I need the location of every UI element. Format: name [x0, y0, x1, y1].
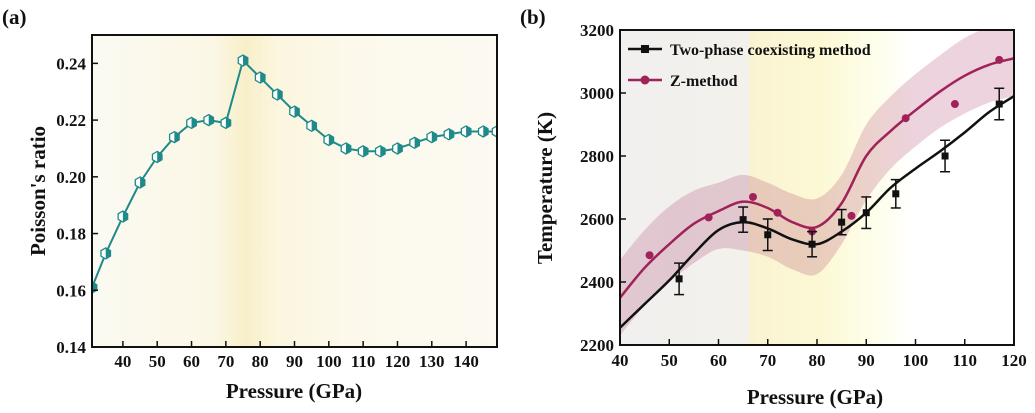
panel-b-y-tick-label: 2800	[580, 147, 614, 166]
z-method-data-point	[901, 114, 910, 123]
legend-label-two-phase: Two-phase coexisting method	[670, 42, 871, 59]
panel-a-x-tick-label: 40	[114, 352, 131, 371]
panel-a-data-point	[340, 142, 352, 155]
panel-b-x-tick-label: 50	[661, 351, 678, 370]
legend-label-z-method: Z-method	[670, 73, 738, 90]
panel-a-data-point	[392, 142, 403, 155]
panel-b-x-tick-label: 60	[710, 351, 727, 370]
panel-a-data-point	[254, 71, 266, 84]
panel-a: 40 50 60 70 80 90 100 110 120 130 140 0.14 0.16 0.18 0…	[2, 5, 498, 403]
panel-a-x-tick-label: 100	[316, 352, 342, 371]
panel-a-x-axis-label: Pressure (GPa)	[226, 379, 362, 403]
two-phase-data-point	[674, 262, 685, 296]
two-phase-data-point	[836, 208, 847, 236]
panel-a-data-point	[443, 128, 455, 141]
two-phase-fit-curve	[620, 95, 1014, 329]
panel-a-ticks: 40 50 60 70 80 90 100 110 120 130 140 0.14 0.16 0.18 0…	[56, 54, 479, 371]
panel-a-data-point	[168, 130, 180, 144]
panel-a-x-tick-label: 50	[149, 352, 166, 371]
two-phase-data-point	[807, 230, 818, 258]
panel-a-y-tick-label: 0.22	[56, 111, 86, 130]
panel-a-data-point	[289, 105, 300, 118]
panel-b-y-tick-label: 3200	[580, 21, 614, 40]
panel-a-label: (a)	[2, 5, 27, 29]
legend-item-two-phase: Two-phase coexisting method	[628, 42, 871, 59]
panel-a-data-point	[237, 54, 249, 67]
panel-a-x-tick-label: 90	[286, 352, 303, 371]
z-method-confidence-band	[620, 30, 1014, 336]
panel-b-x-tick-label: 110	[952, 351, 977, 370]
panel-a-data-point	[409, 136, 421, 150]
panel-b: 40 50 60 70 80 90 100 110 120 2200 2400 2600 2800 300…	[520, 5, 1027, 409]
panel-a-data-point	[357, 145, 369, 158]
panel-b-ticks: 40 50 60 70 80 90 100 110 120 2200 2400 2600 2800 300…	[580, 21, 1027, 370]
z-method-data-point	[704, 213, 713, 222]
panel-b-x-tick-label: 80	[809, 351, 826, 370]
panel-b-x-tick-label: 120	[1001, 351, 1027, 370]
panel-a-y-tick-label: 0.16	[56, 281, 86, 300]
panel-a-x-tick-label: 130	[419, 352, 445, 371]
panel-b-x-tick-label: 40	[612, 351, 629, 370]
panel-a-data-point	[100, 247, 112, 260]
z-method-data-point	[748, 192, 757, 201]
panel-a-data-point	[186, 116, 197, 130]
panel-a-data-point	[203, 113, 215, 127]
panel-b-label: (b)	[520, 5, 546, 29]
panel-b-background	[620, 30, 1014, 345]
panel-a-data-point	[491, 125, 497, 138]
z-method-data-point	[950, 100, 959, 109]
panel-a-data-point	[460, 125, 472, 138]
z-method-data-point	[995, 55, 1004, 64]
panel-a-y-axis-label: Poisson's ratio	[26, 126, 50, 256]
panel-b-x-axis-label: Pressure (GPa)	[747, 385, 883, 409]
panel-a-y-tick-label: 0.14	[56, 338, 86, 357]
z-method-data-point	[773, 208, 782, 217]
panel-b-legend: Two-phase coexisting method Z-method	[628, 42, 871, 90]
z-method-data-point	[645, 251, 654, 260]
panel-a-data-point	[374, 145, 386, 158]
panel-b-y-tick-label: 2400	[580, 273, 614, 292]
two-phase-data-point	[738, 206, 749, 233]
panel-b-y-tick-label: 3000	[580, 84, 614, 103]
panel-a-data-point	[323, 133, 335, 147]
panel-a-data-point	[426, 130, 438, 144]
panel-b-y-tick-label: 2600	[580, 210, 614, 229]
panel-a-data-point	[134, 176, 146, 189]
panel-a-data-point	[220, 116, 232, 130]
panel-a-y-tick-label: 0.24	[56, 54, 86, 73]
panel-a-data-point	[117, 210, 129, 223]
two-phase-data-point	[762, 218, 773, 252]
panel-a-x-tick-label: 70	[217, 352, 234, 371]
panel-b-series	[620, 30, 1014, 336]
panel-b-y-tick-label: 2200	[580, 336, 614, 355]
panel-a-data-point	[477, 125, 489, 138]
two-phase-data-point	[994, 87, 1005, 121]
panel-a-x-tick-label: 140	[453, 352, 479, 371]
legend-item-z-method: Z-method	[628, 73, 738, 90]
panel-a-x-tick-label: 110	[351, 352, 376, 371]
panel-a-x-tick-label: 60	[183, 352, 200, 371]
panel-b-x-tick-label: 90	[858, 351, 875, 370]
panel-a-series	[92, 54, 497, 294]
panel-a-data-point	[271, 88, 283, 101]
panel-a-data-point	[306, 119, 318, 133]
legend-marker-z-method	[640, 75, 650, 85]
two-phase-data-point	[861, 196, 872, 230]
panel-a-y-tick-label: 0.18	[56, 225, 86, 244]
legend-marker-two-phase	[641, 45, 649, 53]
two-phase-data-point	[890, 178, 901, 209]
panel-a-x-tick-label: 80	[252, 352, 269, 371]
panel-a-background	[92, 35, 497, 347]
panel-a-x-tick-label: 120	[385, 352, 411, 371]
z-method-data-point	[847, 211, 856, 220]
z-method-fit-curve	[620, 57, 1014, 299]
panel-b-x-tick-label: 100	[903, 351, 929, 370]
panel-b-y-axis-label: Temperature (K)	[533, 112, 557, 264]
panel-a-data-point	[151, 150, 163, 164]
panel-b-x-tick-label: 70	[759, 351, 776, 370]
panel-a-y-tick-label: 0.20	[56, 168, 86, 187]
two-phase-data-point	[940, 139, 951, 173]
